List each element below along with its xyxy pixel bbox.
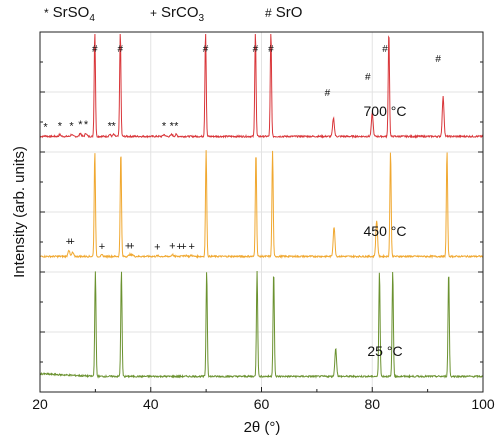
peak-marker: *: [78, 119, 83, 131]
series-traces: [39, 33, 484, 379]
x-tick-label: 20: [32, 396, 48, 412]
peak-marker: #: [365, 72, 371, 83]
peak-marker: *: [162, 120, 167, 132]
legend-symbol: #: [265, 6, 272, 20]
series-label: 25 °C: [367, 343, 402, 359]
peak-marker: +: [154, 242, 160, 254]
peak-marker: +: [176, 241, 182, 253]
peak-marker: +: [180, 241, 186, 253]
legend-subscript: 4: [89, 13, 95, 24]
peak-marker: *: [108, 120, 113, 132]
peak-marker: #: [435, 54, 441, 65]
peak-marker: *: [174, 120, 179, 132]
series-labels: 700 °C 450 °C 25 °C: [364, 103, 407, 359]
series-line: [39, 270, 484, 379]
axes: [39, 31, 484, 393]
peak-marker: *: [84, 119, 89, 131]
peak-marker: +: [68, 236, 74, 248]
peak-marker: #: [203, 44, 209, 55]
peak-marker: +: [66, 236, 72, 248]
legend-item-sro: # SrO: [265, 4, 302, 21]
grid: [39, 32, 484, 392]
legend-label: SrSO: [52, 4, 90, 21]
x-tick-labels: 20 40 60 80 100: [32, 396, 495, 412]
peak-marker: #: [92, 44, 98, 55]
legend-item-srco3: + SrCO3: [150, 4, 204, 24]
peak-marker: +: [128, 240, 134, 252]
x-tick-label: 80: [364, 396, 380, 412]
peak-marker: #: [325, 88, 331, 99]
legend-subscript: 3: [198, 13, 205, 24]
peak-marker: #: [118, 44, 124, 55]
legend-label: SrCO: [161, 4, 199, 21]
x-tick-label: 100: [471, 396, 495, 412]
peak-marker: *: [112, 120, 117, 132]
y-axis-label: Intensity (arb. units): [11, 146, 28, 278]
peak-marker: *: [43, 122, 48, 134]
legend-label: SrO: [275, 4, 303, 21]
x-tick-label: 60: [254, 396, 270, 412]
peak-marker: #: [253, 44, 259, 55]
peak-marker: +: [125, 240, 131, 252]
peak-marker: +: [99, 241, 105, 253]
peak-marker: #: [382, 44, 388, 55]
series-label: 450 °C: [364, 223, 407, 239]
series-line: [39, 33, 484, 139]
legend-symbol: *: [44, 6, 49, 20]
legend-symbol: +: [150, 6, 158, 20]
x-axis-label: 2θ (°): [244, 419, 281, 436]
series-line: [39, 150, 484, 260]
peak-marker: *: [170, 120, 175, 132]
legend-item-srso4: * SrSO4: [44, 4, 95, 24]
peak-marker: +: [189, 241, 195, 253]
peak-marker: *: [69, 120, 74, 132]
peak-marker: +: [169, 240, 175, 252]
series-label: 700 °C: [364, 103, 407, 119]
legend: * SrSO4 + SrCO3 # SrO: [0, 4, 495, 30]
peak-marker: *: [58, 120, 63, 132]
peak-markers: * * * * * * * * * *# # # # #####++ + ++ + + ++ +: [43, 44, 441, 254]
x-tick-label: 40: [143, 396, 159, 412]
peak-marker: #: [268, 44, 274, 55]
